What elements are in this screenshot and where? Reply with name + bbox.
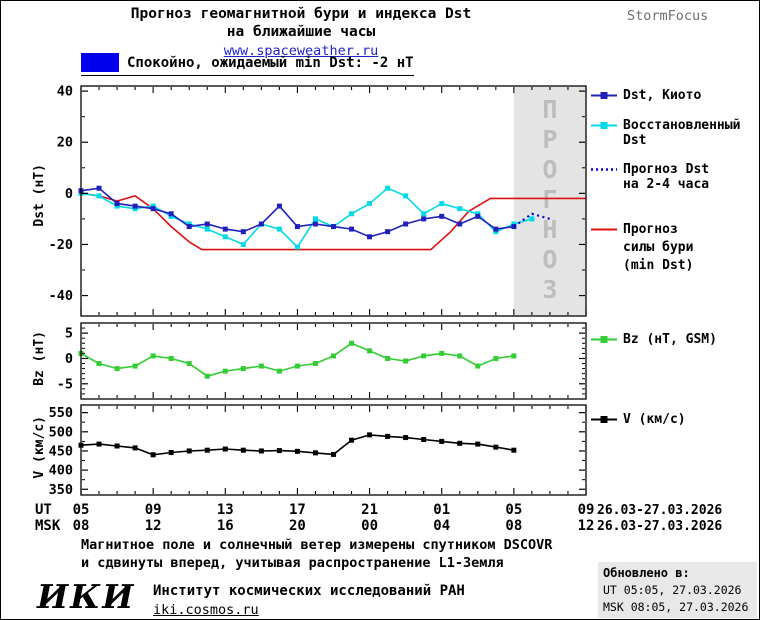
svg-text:00: 00 xyxy=(361,518,378,534)
legend-label: V (км/с) xyxy=(623,412,686,427)
svg-text:0: 0 xyxy=(65,351,73,367)
svg-text:450: 450 xyxy=(49,443,73,459)
bz-series-marker-icon xyxy=(591,334,617,349)
xaxis-msk-label: MSK xyxy=(35,518,61,534)
v-axis-label: V (км/с) xyxy=(32,416,47,479)
legend-bz: Bz (нТ, GSM) xyxy=(591,332,717,349)
page-title: Прогноз геомагнитной бури и индекса Dst xyxy=(130,6,472,22)
legend-dst-restored: Восстановленный Dst xyxy=(591,118,740,148)
svg-text:08: 08 xyxy=(505,518,522,534)
brand-label: StormFocus xyxy=(627,8,709,24)
kyoto-series-marker-icon xyxy=(591,90,617,105)
updated-msk: MSK 08:05, 27.03.2026 xyxy=(603,600,749,615)
svg-text:20: 20 xyxy=(289,518,306,534)
legend-label: Dst xyxy=(623,133,647,148)
svg-text:Г: Г xyxy=(542,185,557,214)
svg-text:О: О xyxy=(542,155,557,184)
svg-text:40: 40 xyxy=(57,84,73,100)
updated-box: Обновлено в: UT 05:05, 27.03.2026 MSK 08… xyxy=(598,562,757,618)
v-series-marker-icon xyxy=(591,414,617,429)
restored-series-marker-icon xyxy=(591,120,617,135)
dst-axis-label: Dst (нТ) xyxy=(32,164,47,227)
footer-note-line1: Магнитное поле и солнечный ветер измерен… xyxy=(81,537,553,553)
svg-text:17: 17 xyxy=(289,502,306,518)
legend-label: на 2-4 часа xyxy=(623,177,710,192)
storm-series-marker-icon xyxy=(591,224,617,239)
legend-label: Прогноз Dst xyxy=(623,162,710,177)
svg-text:400: 400 xyxy=(49,463,73,479)
svg-text:550: 550 xyxy=(49,405,73,421)
legend-label: Bz (нТ, GSM) xyxy=(623,332,717,347)
updated-ut: UT 05:05, 27.03.2026 xyxy=(603,583,742,598)
legend-storm-forecast: Прогноз силы бури (min Dst) xyxy=(591,222,693,276)
svg-text:З: З xyxy=(542,275,557,304)
svg-text:04: 04 xyxy=(433,518,450,534)
svg-text:-5: -5 xyxy=(57,376,73,392)
legend-v: V (км/с) xyxy=(591,412,686,429)
svg-text:-40: -40 xyxy=(49,288,73,304)
svg-text:09: 09 xyxy=(145,502,162,518)
iki-site-link[interactable]: iki.cosmos.ru xyxy=(153,602,259,618)
updated-title: Обновлено в: xyxy=(603,566,690,580)
svg-text:-20: -20 xyxy=(49,237,73,253)
svg-text:05: 05 xyxy=(505,502,522,518)
legend-label: Dst, Киото xyxy=(623,88,702,103)
svg-text:350: 350 xyxy=(49,482,73,498)
status-legend: Спокойно, ожидаемый min Dst: -2 нТ xyxy=(81,53,414,76)
xaxis-msk-date: 26.03-27.03.2026 xyxy=(597,519,723,534)
legend-label: Прогноз xyxy=(623,222,678,237)
xaxis-ut-label: UT xyxy=(35,502,52,518)
svg-text:16: 16 xyxy=(217,518,234,534)
bz-axis-label: Bz (нТ) xyxy=(32,331,47,386)
svg-text:Н: Н xyxy=(542,215,557,244)
legend-label: (min Dst) xyxy=(623,258,694,273)
xaxis-ut-date: 26.03-27.03.2026 xyxy=(597,503,723,518)
svg-text:О: О xyxy=(542,245,557,274)
svg-text:500: 500 xyxy=(49,424,73,440)
svg-text:5: 5 xyxy=(65,326,73,342)
forecast-series-marker-icon xyxy=(591,164,617,179)
status-text: Спокойно, ожидаемый min Dst: -2 нТ xyxy=(127,54,414,71)
legend-label: силы бури xyxy=(623,240,694,255)
legend-label: Восстановленный xyxy=(623,118,741,133)
spaceweather-link[interactable]: www.spaceweather.ru xyxy=(223,43,379,59)
svg-text:П: П xyxy=(542,95,557,124)
svg-text:01: 01 xyxy=(433,502,450,518)
svg-text:13: 13 xyxy=(217,502,234,518)
iki-logo: ИКИ xyxy=(37,577,136,616)
title-block: Прогноз геомагнитной бури и индекса Dst … xyxy=(81,6,521,59)
svg-text:0: 0 xyxy=(65,186,73,202)
legend-dst-forecast: Прогноз Dst на 2-4 часа xyxy=(591,162,709,192)
svg-text:05: 05 xyxy=(73,502,90,518)
svg-text:20: 20 xyxy=(57,135,73,151)
svg-text:08: 08 xyxy=(73,518,90,534)
svg-text:12: 12 xyxy=(578,518,595,534)
page-subtitle: на ближайшие часы xyxy=(226,24,376,40)
svg-text:12: 12 xyxy=(145,518,162,534)
svg-text:Р: Р xyxy=(542,125,557,154)
svg-text:21: 21 xyxy=(361,502,378,518)
status-color-swatch xyxy=(81,53,119,72)
institute-name: Институт космических исследований РАН xyxy=(153,583,465,599)
footer-note-line2: и сдвинуты вперед, учитывая распростране… xyxy=(81,555,504,571)
legend-dst-kyoto: Dst, Киото xyxy=(591,88,701,105)
svg-text:09: 09 xyxy=(578,502,595,518)
